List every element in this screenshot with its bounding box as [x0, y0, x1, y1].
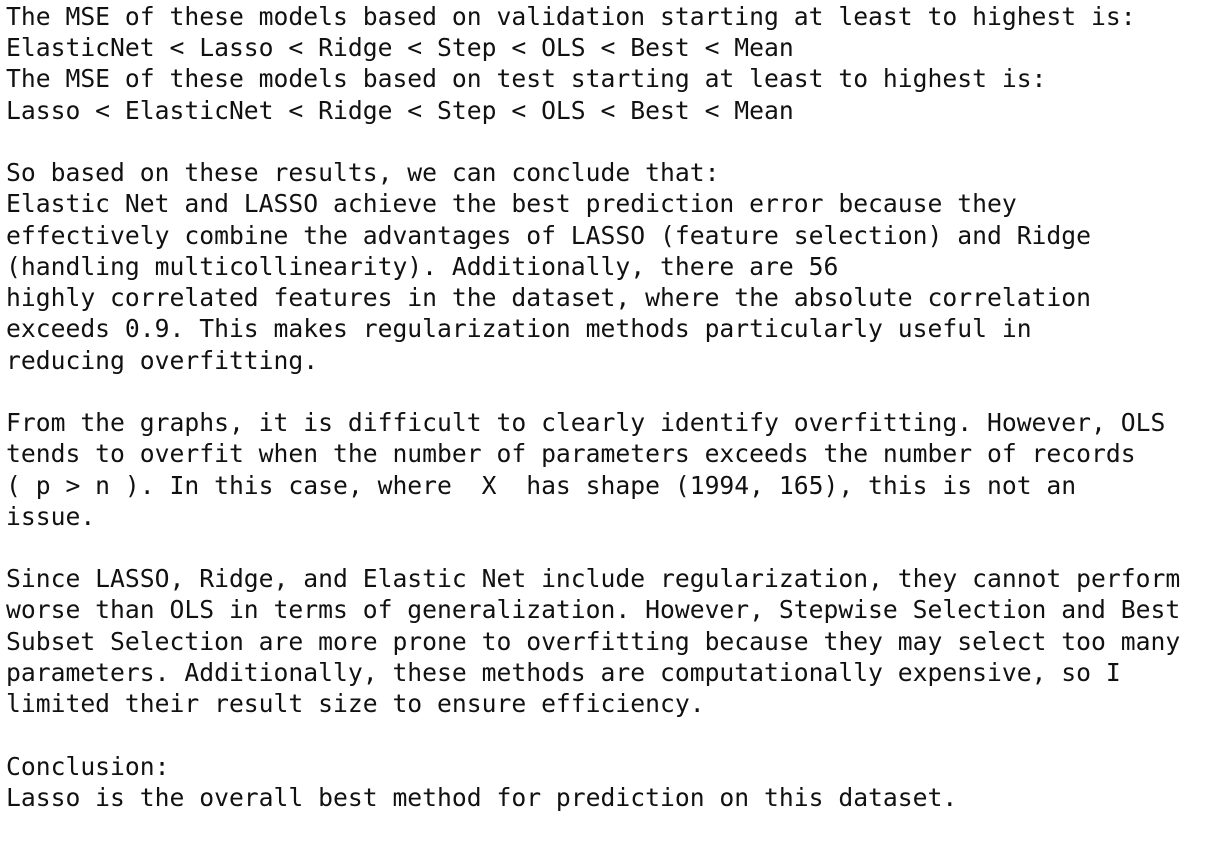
- text-line: effectively combine the advantages of LA…: [6, 220, 1092, 250]
- page: html, body { margin: 0; padding: 0; back…: [6, 2, 1181, 812]
- text-line: limited their result size to ensure effi…: [6, 689, 705, 719]
- text-line: So based on these results, we can conclu…: [6, 158, 720, 188]
- text-line: reducing overfitting.: [6, 345, 319, 375]
- cell-output: The MSE of these models based on validat…: [6, 1, 1180, 844]
- text-line: Lasso < ElasticNet < Ridge < Step < OLS …: [6, 95, 794, 125]
- text-line: Lasso is the overall best method for pre…: [6, 782, 958, 812]
- text-line: The MSE of these models based on test st…: [6, 64, 1047, 94]
- text-line: Conclusion:: [6, 751, 170, 781]
- text-line: worse than OLS in terms of generalizatio…: [6, 595, 1181, 625]
- paragraph: So based on these results, we can conclu…: [6, 157, 1180, 376]
- paragraph: Conclusion: Lasso is the overall best met…: [6, 751, 1180, 813]
- text-line: ElasticNet < Lasso < Ridge < Step < OLS …: [6, 33, 794, 63]
- paragraph: From the graphs, it is difficult to clea…: [6, 407, 1180, 532]
- text-line: issue.: [6, 501, 96, 531]
- paragraph: Since LASSO, Ridge, and Elastic Net incl…: [6, 563, 1180, 719]
- text-line: Subset Selection are more prone to overf…: [6, 626, 1181, 656]
- text-line: parameters. Additionally, these methods …: [6, 657, 1121, 687]
- text-line: highly correlated features in the datase…: [6, 283, 1092, 313]
- text-line: From the graphs, it is difficult to clea…: [6, 408, 1166, 438]
- text-line: (handling multicollinearity). Additional…: [6, 251, 839, 281]
- text-line: The MSE of these models based on validat…: [6, 2, 1136, 31]
- text-line: Elastic Net and LASSO achieve the best p…: [6, 189, 1017, 219]
- text-line: Since LASSO, Ridge, and Elastic Net incl…: [6, 564, 1181, 594]
- text-line: exceeds 0.9. This makes regularization m…: [6, 314, 1032, 344]
- text-line: ( p > n ). In this case, where X has sha…: [6, 470, 1077, 500]
- page-body: {"output": {"paragraphs": [ {"lines": [ …: [6, 2, 1181, 812]
- paragraph: The MSE of these models based on validat…: [6, 1, 1180, 126]
- text-line: tends to overfit when the number of para…: [6, 439, 1136, 469]
